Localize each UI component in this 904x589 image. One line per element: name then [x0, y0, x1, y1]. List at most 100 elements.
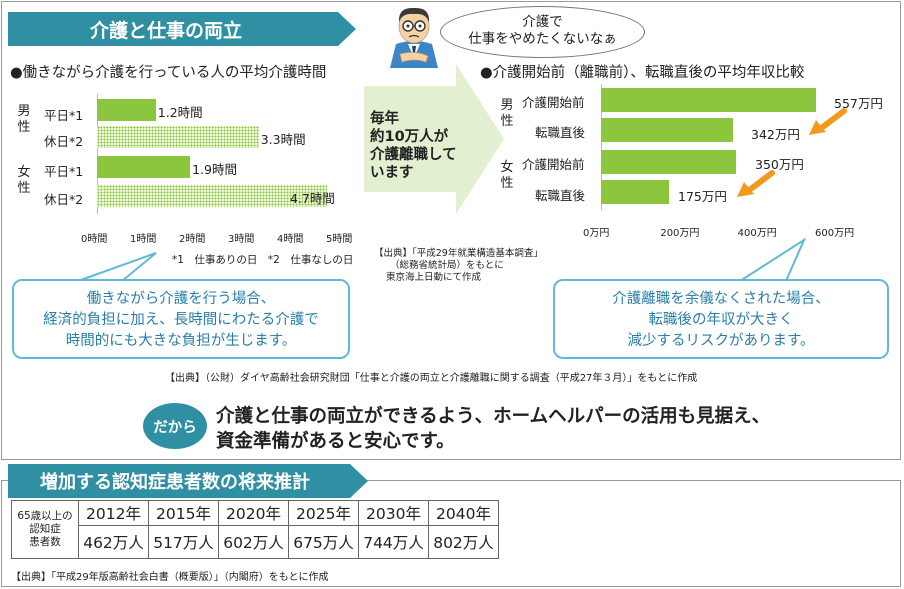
arrow-text-line-3: 介護離職して: [370, 147, 457, 163]
value-cell: 802万人: [428, 525, 499, 559]
center-source-line-2: （総務省統計局）をもとに: [390, 260, 504, 271]
male-label: 男性: [17, 104, 31, 135]
callout-left-line-3: 時間的にも大きな負担が生じます。: [65, 333, 297, 349]
value-cell: 675万人: [288, 525, 359, 559]
bar-male-before: [601, 88, 817, 112]
year-cell: 2020年: [218, 500, 289, 526]
weekday-label-female: 平日*1: [44, 164, 84, 179]
center-source-line-1: 【出典】「平成29年就業構造基本調査」: [374, 248, 543, 259]
year-cell: 2030年: [358, 500, 429, 526]
bar-male-weekday: [97, 99, 156, 121]
value-cell: 744万人: [358, 525, 429, 559]
conclusion-text: 介護と仕事の両立ができるよう、ホームヘルパーの活用も見据え、 資金準備があると安…: [216, 404, 770, 454]
bar-male-after: [601, 118, 734, 142]
value-cell: 517万人: [148, 525, 219, 559]
male-label-right: 男性: [500, 98, 514, 129]
row-header-cell: 65歳以上の 認知症 患者数: [11, 500, 79, 559]
left-tick: 2時間: [179, 234, 206, 245]
dementia-title-banner: 増加する認知症患者数の将来推計: [8, 464, 368, 498]
dakara-label: だから: [153, 419, 197, 436]
callout-right-line-1: 介護離職を余儀なくされた場合、: [612, 291, 830, 307]
right-tick: 200万円: [660, 228, 700, 239]
after-label-male: 転職直後: [535, 125, 586, 140]
main-title-banner: 介護と仕事の両立: [8, 12, 356, 46]
dakara-badge: だから: [143, 403, 207, 449]
row-header-line-2: 認知症: [29, 523, 61, 535]
callout-right-line-3: 減少するリスクがあります。: [627, 333, 815, 349]
bar-female-weekday: [97, 156, 191, 178]
big-arrow: [364, 64, 504, 214]
worried-person-icon: [390, 7, 438, 68]
bottom-panel-frame: [1, 480, 901, 587]
center-source-line-3: 東京海上日動にて作成: [386, 272, 482, 283]
left-tick: 5時間: [326, 234, 353, 245]
callout-right-line-2: 転職後の年収が大きく: [648, 312, 794, 328]
year-cell: 2025年: [288, 500, 359, 526]
bar-male-holiday: [97, 126, 259, 148]
left-tick: 1時間: [130, 234, 157, 245]
top-panel-frame: [1, 1, 901, 460]
female-label: 女性: [17, 165, 31, 196]
value-male-before: 557万円: [834, 96, 883, 111]
year-cell: 2012年: [78, 500, 149, 526]
callout-left: 働きながら介護を行う場合、 経済的負担に加え、長時間にわたる介護で 時間的にも大…: [12, 279, 350, 359]
right-tick: 0万円: [583, 228, 610, 239]
before-label-male: 介護開始前: [522, 95, 585, 110]
left-chart-note: *1 仕事ありの日 *2 仕事なしの日: [172, 254, 354, 266]
arrow-text: 毎年 約10万人が 介護離職して います: [370, 110, 457, 182]
value-female-before: 350万円: [755, 157, 804, 172]
arrow-text-line-1: 毎年: [370, 111, 399, 127]
right-x-axis: 0万円 200万円 400万円 600万円: [583, 224, 854, 239]
bar-female-before: [601, 150, 737, 174]
right-chart-heading: ●介護開始前（離職前）、転職直後の平均年収比較: [480, 65, 805, 81]
holiday-label-male: 休日*2: [44, 134, 84, 149]
right-axis-line: [601, 84, 602, 210]
value-male-holiday: 3.3時間: [260, 132, 306, 147]
left-tick: 3時間: [228, 234, 255, 245]
value-female-after: 175万円: [678, 189, 727, 204]
callout-left-line-1: 働きながら介護を行う場合、: [86, 291, 276, 307]
row-header-line-1: 65歳以上の: [17, 510, 73, 522]
left-bar-plot: 1.2時間 3.3時間 1.9時間 4.7時間: [97, 94, 357, 214]
dementia-title: 増加する認知症患者数の将来推計: [40, 472, 310, 493]
conclusion-line-2: 資金準備があると安心です。: [216, 431, 455, 452]
value-cell: 462万人: [78, 525, 149, 559]
value-cell: 602万人: [218, 525, 289, 559]
value-male-after: 342万円: [751, 127, 800, 142]
after-label-female: 転職直後: [535, 188, 586, 203]
row-header-line-3: 患者数: [29, 536, 61, 548]
source-main: 【出典】（公財）ダイヤ高齢社会研究財団「仕事と介護の両立と介護離職に関する調査（…: [165, 373, 698, 384]
year-cell: 2015年: [148, 500, 219, 526]
right-tick: 600万円: [815, 228, 855, 239]
value-male-weekday: 1.2時間: [157, 105, 203, 120]
main-title: 介護と仕事の両立: [90, 19, 243, 42]
weekday-label-male: 平日*1: [44, 108, 84, 123]
callout-right-pointer: [736, 237, 807, 282]
down-arrow-icon: [737, 170, 775, 197]
left-tick: 4時間: [277, 234, 304, 245]
female-label-right: 女性: [500, 160, 514, 191]
arrow-text-line-2: 約10万人が: [370, 129, 449, 145]
table-row: 462万人 517万人 602万人 675万人 744万人 802万人: [12, 525, 499, 559]
left-tick: 0時間: [81, 234, 108, 245]
dementia-table: 65歳以上の 認知症 患者数 2012年 2015年 2020年 2025年 2…: [11, 500, 499, 559]
value-female-weekday: 1.9時間: [192, 162, 237, 177]
holiday-label-female: 休日*2: [44, 192, 84, 207]
value-female-holiday: 4.7時間: [290, 191, 335, 206]
arrow-text-line-4: います: [370, 165, 414, 181]
year-cell: 2040年: [428, 500, 499, 526]
callout-right: 介護離職を余儀なくされた場合、 転職後の年収が大きく 減少するリスクがあります。: [553, 279, 889, 359]
thought-bubble: 介護で 仕事をやめたくないなぁ: [440, 6, 645, 58]
left-chart-heading: ●働きながら介護を行っている人の平均介護時間: [10, 65, 327, 81]
left-axis-line: [97, 94, 98, 214]
table-row: 65歳以上の 認知症 患者数 2012年 2015年 2020年 2025年 2…: [11, 500, 499, 559]
bar-female-after: [601, 180, 669, 204]
right-tick: 400万円: [737, 228, 777, 239]
callout-left-line-2: 経済的負担に加え、長時間にわたる介護で: [43, 312, 319, 328]
dementia-source: 【出典】「平成29年版高齢社会白書（概要版）」（内閣府）をもとに作成: [11, 572, 329, 583]
conclusion-line-1: 介護と仕事の両立ができるよう、ホームヘルパーの活用も見据え、: [216, 406, 771, 427]
bar-female-holiday: [97, 185, 328, 207]
center-source: 【出典】「平成29年就業構造基本調査」 （総務省統計局）をもとに 東京海上日動に…: [374, 248, 543, 284]
callout-left-pointer: [77, 252, 157, 282]
down-arrow-icon: [809, 108, 847, 135]
